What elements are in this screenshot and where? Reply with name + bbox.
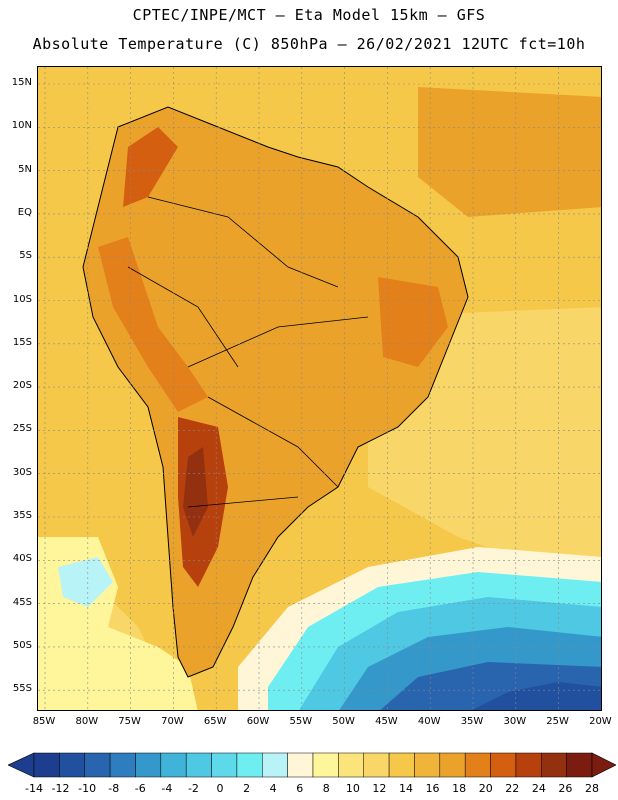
colorbar-tick-label: 28 bbox=[585, 782, 599, 795]
field-andes-warm bbox=[98, 237, 208, 412]
lon-label: 50W bbox=[332, 716, 355, 727]
field-hot-peak bbox=[183, 447, 208, 537]
colorbar-arrow-low bbox=[8, 752, 35, 778]
title-line-1: CPTEC/INPE/MCT – Eta Model 15km – GFS bbox=[132, 6, 486, 24]
field-continent bbox=[83, 107, 468, 677]
coastline bbox=[82, 106, 469, 678]
lat-label: 55S bbox=[12, 683, 32, 695]
country-borders bbox=[127, 196, 369, 508]
lat-label: 5N bbox=[18, 163, 32, 175]
colorbar-segment bbox=[363, 752, 390, 778]
title-line-2: Absolute Temperature (C) 850hPa – 26/02/… bbox=[32, 35, 586, 53]
colorbar-tick-label: 12 bbox=[372, 782, 387, 795]
colorbar-segment bbox=[84, 752, 111, 778]
lat-label: 35S bbox=[12, 510, 32, 521]
colorbar-tick-label: 16 bbox=[425, 782, 440, 795]
lon-label: 55W bbox=[289, 716, 313, 727]
colorbar-segment bbox=[312, 752, 339, 778]
lat-label: 50S bbox=[12, 639, 32, 651]
colorbar-tick-label: 0 bbox=[216, 782, 224, 795]
lon-label: 60W bbox=[246, 716, 270, 727]
lon-label: 35W bbox=[460, 716, 484, 727]
colorbar-segment bbox=[439, 752, 466, 778]
colorbar-tick-label: 20 bbox=[478, 782, 493, 795]
lon-label: 30W bbox=[503, 716, 527, 727]
lat-label: 5S bbox=[19, 250, 32, 262]
lat-label: 10N bbox=[11, 120, 32, 132]
colorbar-tick-label: 14 bbox=[399, 782, 413, 795]
colorbar-segment bbox=[414, 752, 441, 778]
colorbar-segment bbox=[135, 752, 162, 778]
field-cold-spot-w bbox=[58, 557, 113, 607]
colorbar-tick-label: 24 bbox=[531, 782, 546, 795]
colorbar-segment bbox=[211, 752, 238, 778]
lat-label: EQ bbox=[17, 206, 32, 218]
colorbar-tick-label: 26 bbox=[558, 782, 573, 795]
colorbar-arrow-high bbox=[591, 752, 616, 778]
colorbar-tick-label: 4 bbox=[269, 782, 277, 795]
colorbar-segment bbox=[287, 752, 314, 778]
lat-label: 30S bbox=[12, 466, 32, 478]
colorbar-tick-label: -2 bbox=[187, 782, 199, 795]
colorbar-segment bbox=[262, 752, 288, 778]
lat-label: 15S bbox=[12, 336, 32, 348]
colorbar-segment bbox=[109, 752, 136, 778]
lon-label: 25W bbox=[546, 716, 569, 727]
colorbar-segment bbox=[160, 752, 187, 778]
lon-label: 40W bbox=[417, 716, 441, 727]
colorbar-segment bbox=[464, 752, 491, 778]
field-north-warm bbox=[418, 87, 601, 217]
graticule bbox=[38, 67, 601, 710]
lat-label: 10S bbox=[12, 293, 32, 305]
colorbar-tick-label: 6 bbox=[296, 782, 304, 795]
colorbar-tick-label: -12 bbox=[51, 782, 70, 795]
colorbar-tick-label: -6 bbox=[134, 782, 146, 795]
lat-label: 15N bbox=[11, 77, 32, 88]
map-field bbox=[38, 67, 601, 710]
lon-label: 65W bbox=[203, 716, 227, 727]
colorbar-tick-label: -4 bbox=[161, 782, 173, 795]
colorbar-segment bbox=[515, 752, 542, 778]
lat-label: 20S bbox=[12, 380, 32, 392]
lon-label: 45W bbox=[375, 716, 398, 727]
lat-label: 45S bbox=[12, 596, 32, 608]
field-hot-northeast bbox=[378, 277, 448, 367]
lat-label: 40S bbox=[12, 553, 32, 565]
lon-label: 80W bbox=[75, 716, 99, 727]
lat-label: 25S bbox=[12, 423, 32, 435]
colorbar bbox=[8, 752, 616, 778]
colorbar-segment bbox=[33, 752, 60, 778]
colorbar-tick-label: 18 bbox=[452, 782, 467, 795]
colorbar-tick-label: -8 bbox=[108, 782, 120, 795]
colorbar-tick-label: 8 bbox=[322, 782, 330, 795]
colorbar-tick-label: 10 bbox=[345, 782, 360, 795]
field-hot-north bbox=[123, 127, 178, 207]
field-cold-5 bbox=[472, 682, 601, 710]
colorbar-tick-label: 2 bbox=[243, 782, 251, 795]
temperature-map bbox=[37, 66, 602, 711]
colorbar-segment bbox=[338, 752, 364, 778]
colorbar-segment bbox=[566, 752, 593, 778]
lon-label: 70W bbox=[161, 716, 184, 727]
colorbar-segment bbox=[59, 752, 85, 778]
colorbar-segment bbox=[185, 752, 212, 778]
colorbar-segment bbox=[490, 752, 517, 778]
lon-label: 85W bbox=[32, 716, 56, 727]
lon-label: 75W bbox=[118, 716, 141, 727]
colorbar-tick-label: -14 bbox=[25, 782, 43, 795]
colorbar-segment bbox=[236, 752, 263, 778]
lon-label: 20W bbox=[589, 716, 612, 727]
colorbar-tick-label: -10 bbox=[78, 782, 97, 795]
colorbar-segment bbox=[388, 752, 415, 778]
colorbar-segment bbox=[541, 752, 567, 778]
colorbar-tick-label: 22 bbox=[505, 782, 520, 795]
